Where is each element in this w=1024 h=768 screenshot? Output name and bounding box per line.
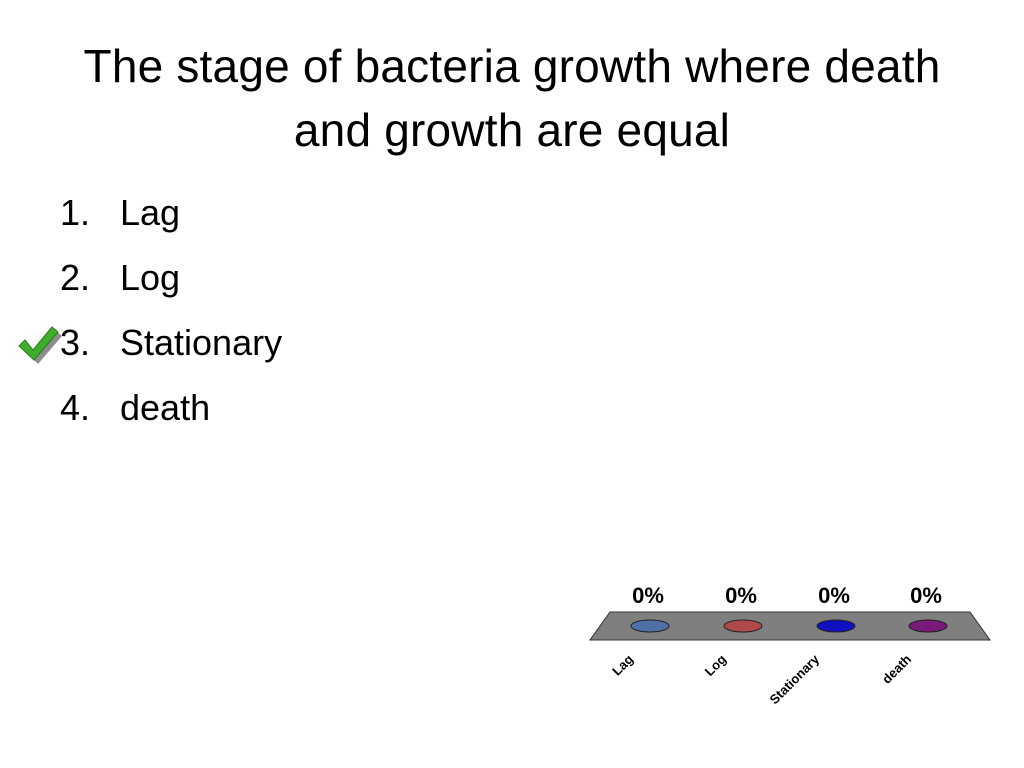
chart-category-label: Log xyxy=(702,651,729,678)
chart-bar-base xyxy=(630,619,670,633)
answer-option-1[interactable]: 1. Lag xyxy=(60,186,282,251)
answer-option-2[interactable]: 2. Log xyxy=(60,251,282,316)
chart-data-label: 0% xyxy=(725,583,757,608)
answer-option-4[interactable]: 4. death xyxy=(60,381,282,446)
answer-number: 4. xyxy=(60,387,91,428)
chart-category-label: death xyxy=(879,651,914,686)
answer-number: 1. xyxy=(60,192,91,233)
answer-label: death xyxy=(120,387,211,428)
chart-category-label: Lag xyxy=(609,651,636,678)
answer-list: 1. Lag 2. Log 3. Stationary 4. death xyxy=(18,186,283,446)
answer-label: Stationary xyxy=(120,322,283,363)
chart-data-label: 0% xyxy=(818,583,850,608)
chart-data-label: 0% xyxy=(632,583,664,608)
chart-bar-base xyxy=(908,619,948,633)
answer-number: 3. xyxy=(60,322,91,363)
answer-number: 2. xyxy=(60,257,91,298)
chart-bar-base xyxy=(816,619,856,633)
chart-bar-base xyxy=(723,619,763,633)
answer-option-3[interactable]: 3. Stationary xyxy=(18,316,283,381)
answer-label: Log xyxy=(120,257,181,298)
checkmark-icon xyxy=(18,326,62,364)
answer-label: Lag xyxy=(120,192,181,233)
slide-title: The stage of bacteria growth where death… xyxy=(83,40,941,156)
chart-platform xyxy=(589,611,991,641)
chart-category-label: Stationary xyxy=(767,651,823,707)
chart-data-label: 0% xyxy=(910,583,942,608)
response-chart: 0% Lag 0% Log 0% Stationary 0% death xyxy=(589,583,991,707)
